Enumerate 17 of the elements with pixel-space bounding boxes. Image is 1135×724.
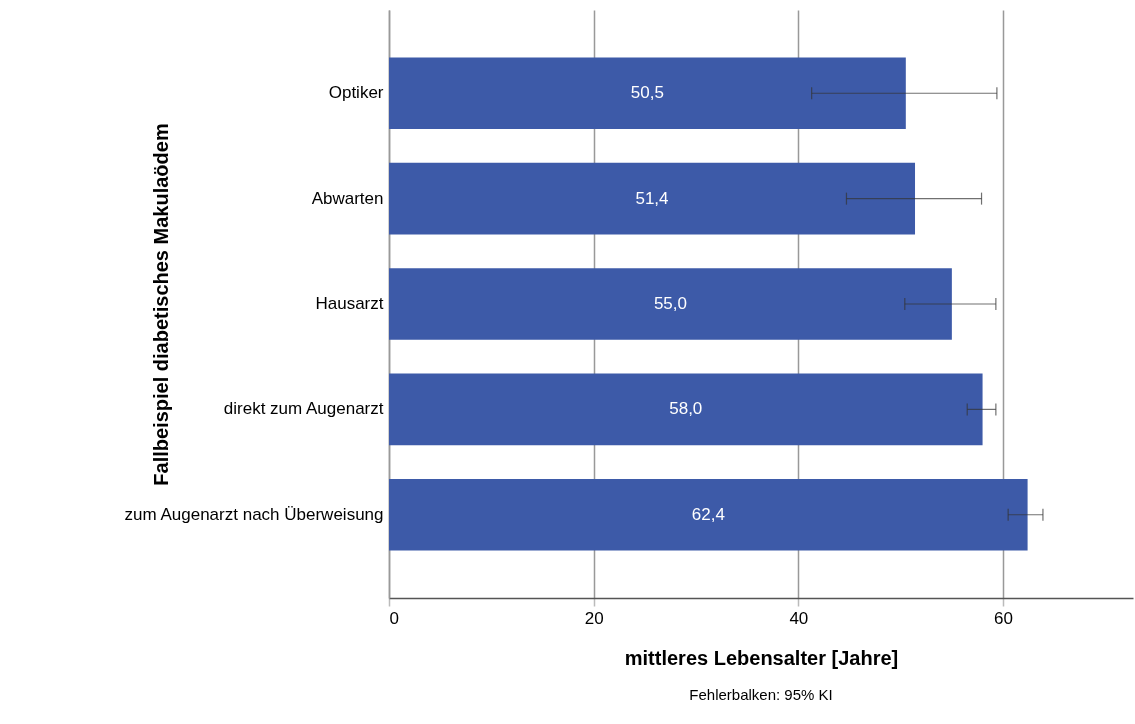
data-label: 58,0 [669,399,703,419]
x-tick-label: 0 [389,608,399,628]
y-axis-title: Fallbeispiel diabetisches Makulaödem [149,123,172,486]
y-tick-label: Hausarzt [315,294,384,313]
y-tick-label: zum Augenarzt nach Überweisung [124,504,384,524]
x-tick-label: 60 [994,608,1013,628]
x-tick-label: 20 [584,608,604,628]
data-label: 62,4 [691,504,725,524]
x-axis-title: mittleres Lebensalter [Jahre] [624,646,899,669]
data-label: 50,5 [630,83,664,103]
y-tick-label: Abwarten [311,188,384,208]
data-label: 51,4 [635,188,669,208]
y-tick-label: direkt zum Augenarzt [223,399,384,419]
data-label: 55,0 [653,294,687,313]
text: Fehlerbalken: 95% KI [689,686,833,703]
y-tick-label: Optiker [328,83,384,103]
x-tick-label: 40 [789,608,809,628]
